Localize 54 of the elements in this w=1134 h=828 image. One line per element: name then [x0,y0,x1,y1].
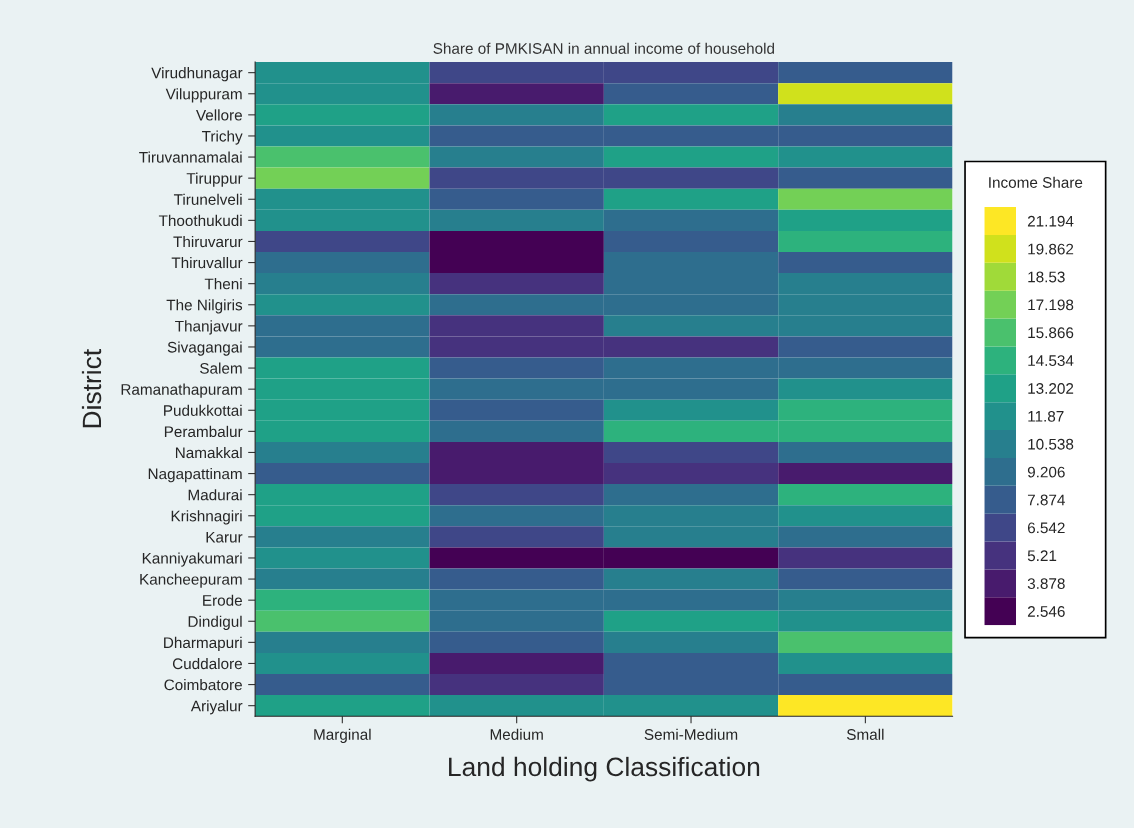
y-tick-label: Dharmapuri [164,636,242,652]
y-tick-label: Salem [200,362,242,374]
y-tick-label: Tiruppur [186,172,243,187]
color-bar-label: 9.206 [1027,466,1065,478]
y-tick-label: Namakkal [175,446,242,459]
color-bar-title: Income Share [989,176,1083,188]
y-tick-label: Karur [206,531,243,543]
color-bar-label: 10.538 [1028,438,1074,450]
y-tick-label: Pudukkottai [164,404,242,416]
y-tick-label: Erode [203,594,242,606]
x-tick-label: Marginal [314,728,371,743]
color-bar-label: 15.866 [1028,327,1074,339]
y-tick-label: Perambalur [164,425,243,438]
y-tick-label: Tirunelveli [173,193,242,205]
y-tick-label: Cuddalore [172,657,242,670]
y-tick-label: Krishnagiri [171,510,242,525]
y-tick-label: Tiruvannamalai [139,151,242,163]
y-tick-label: Sivagangai [167,341,242,356]
y-tick-label: Vellore [196,109,242,121]
y-tick-label: Thanjavur [175,320,243,335]
color-bar-label: 5.21 [1027,550,1057,562]
y-tick-label: Thoothukudi [158,214,242,227]
color-bar-label: 2.546 [1027,606,1065,617]
color-bar-label: 21.194 [1027,215,1074,227]
color-bar-label: 18.53 [1028,271,1065,283]
y-tick-label: Thiruvallur [171,257,243,269]
y-tick-label: Trichy [201,130,243,145]
y-tick-label: Theni [204,278,242,290]
y-tick-label: Dindigul [188,615,242,630]
y-tick-label: Thiruvarur [173,235,243,248]
color-bar-label: 13.202 [1028,383,1074,394]
y-tick-label: Kancheepuram [140,573,242,588]
x-axis-title: Land holding Classification [449,756,760,782]
y-tick-label: Madurai [188,489,242,501]
color-bar-label: 3.878 [1027,578,1065,590]
y-tick-label: Kanniyakumari [142,552,242,567]
x-tick-label: Medium [490,728,543,740]
y-tick-label: Ramanathapuram [121,383,242,398]
x-tick-label: Small [846,728,884,740]
color-bar-label: 7.874 [1027,494,1065,506]
color-bar-label: 6.542 [1027,522,1065,534]
y-tick-label: Virudhunagar [151,67,243,82]
y-tick-label: Ariyalur [190,700,243,715]
chart-title: Share of PMKISAN in annual income of household [433,42,775,54]
y-tick-label: Coimbatore [164,679,242,691]
color-bar-label: 14.534 [1028,355,1074,366]
y-tick-label: Nagapattinam [148,468,242,483]
y-tick-label: The Nilgiris [166,299,243,314]
y-tick-label: Viluppuram [165,88,242,103]
y-axis-title: District [81,349,102,428]
x-tick-label: Semi-Medium [644,728,738,740]
color-bar-label: 19.862 [1028,243,1074,255]
color-bar-label: 17.198 [1028,299,1074,311]
color-bar-label: 11.87 [1028,410,1064,422]
